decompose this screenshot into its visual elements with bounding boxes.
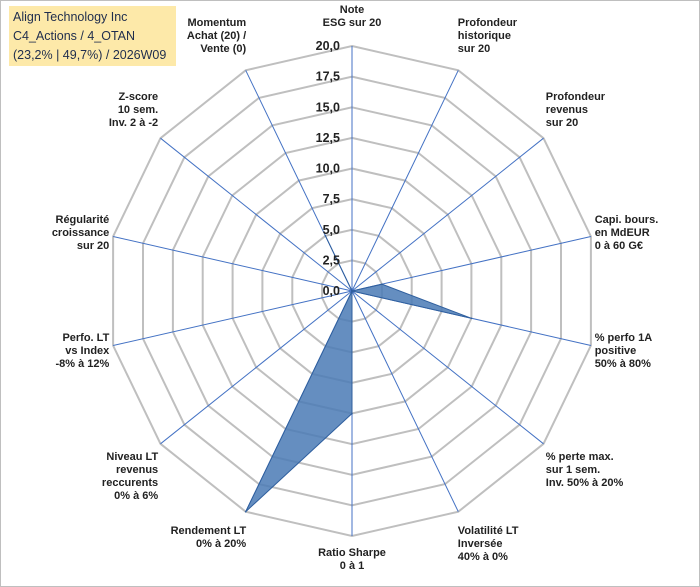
axis-label: Perfo. LT vs Index -8% à 12%	[55, 332, 110, 370]
axis-label-line: vs Index	[65, 345, 110, 357]
axis-label-line: Niveau LT	[106, 451, 158, 463]
tick-label: 2,5	[323, 253, 340, 267]
axis-spoke	[112, 236, 353, 292]
series-point	[381, 283, 383, 286]
axis-label-line: sur 1 sem.	[546, 464, 600, 476]
axis-label-line: reccurents	[102, 477, 158, 489]
axis-label-line: croissance	[52, 227, 109, 239]
title-line-category: C4_Actions / 4_OTAN	[13, 29, 136, 43]
axis-label: % perte max. sur 1 sem. Inv. 50% à 20%	[546, 451, 624, 489]
series-point	[470, 317, 473, 320]
series-point	[244, 510, 247, 513]
axis-label-line: Perfo. LT	[62, 332, 109, 344]
axis-spoke	[160, 290, 353, 445]
axis-label: Profondeur revenus sur 20	[546, 91, 606, 129]
axis-label-line: revenus	[546, 104, 588, 116]
axis-label-line: Inv. 2 à -2	[109, 117, 158, 129]
axis-spoke	[351, 236, 592, 292]
axis-label-line: sur 20	[458, 43, 490, 55]
axis-label-line: Z-score	[118, 91, 158, 103]
axis-label-line: positive	[595, 345, 637, 357]
tick-label: 7,5	[323, 192, 340, 206]
series-point	[324, 235, 327, 237]
axis-label: Z-score 10 sem. Inv. 2 à -2	[109, 91, 158, 129]
axis-spoke	[112, 290, 353, 346]
axis-label-line: 10 sem.	[118, 104, 158, 116]
series-point	[351, 412, 353, 415]
axis-label-line: -8% à 12%	[55, 358, 109, 370]
axis-label: Régularité croissance sur 20	[52, 214, 109, 252]
axis-label-line: Achat (20) /	[187, 30, 246, 42]
axis-label: Ratio Sharpe 0 à 1	[318, 547, 386, 572]
tick-label: 10,0	[316, 162, 340, 176]
tick-label: 12,5	[316, 131, 340, 145]
axis-label-line: Rendement LT	[171, 525, 247, 537]
axis-label-line: Ratio Sharpe	[318, 547, 386, 559]
axis-label-line: Inversée	[458, 538, 503, 550]
axis-label-line: 0% à 20%	[196, 538, 246, 550]
axis-label-line: Vente (0)	[200, 43, 246, 55]
radial-tick-labels: 0,0 2,5 5,0 7,5 10,0 12,5 15,0 17,5 20,0	[316, 39, 340, 298]
axis-label-line: % perfo 1A	[595, 332, 653, 344]
axis-label-line: 50% à 80%	[595, 358, 651, 370]
axis-label: Note ESG sur 20	[323, 4, 382, 29]
tick-label: 15,0	[316, 100, 340, 114]
axis-label-line: Profondeur	[546, 91, 606, 103]
axis-label-line: Inv. 50% à 20%	[546, 477, 624, 489]
axis-label-line: Capi. bours.	[595, 214, 659, 226]
axis-label: Profondeur historique sur 20	[458, 17, 518, 55]
title-line-scores: (23,2% | 49,7%) / 2026W09	[13, 48, 167, 62]
axis-label: Volatilité LT Inversée 40% à 0%	[458, 525, 519, 563]
axis-label-line: Note	[340, 4, 364, 16]
axis-label: Capi. bours. en MdEUR 0 à 60 G€	[595, 214, 659, 252]
axis-label: Rendement LT 0% à 20%	[171, 525, 247, 550]
axis-spoke	[351, 290, 459, 512]
axis-labels: Note ESG sur 20 Profondeur historique sur 20…	[52, 4, 658, 572]
axis-label-line: Momentum	[188, 17, 247, 29]
axis-label-line: en MdEUR	[595, 227, 650, 239]
axis-spoke	[351, 290, 544, 445]
axis-label-line: Régularité	[56, 214, 110, 226]
axis-label-line: ESG sur 20	[323, 17, 382, 29]
axis-label-line: 0 à 1	[340, 560, 364, 572]
axis-label: % perfo 1A positive 50% à 80%	[595, 332, 653, 370]
series-point	[351, 290, 353, 292]
axis-label-line: Profondeur	[458, 17, 518, 29]
axis-label-line: % perte max.	[546, 451, 614, 463]
chart-title-box: Align Technology Inc C4_Actions / 4_OTAN…	[9, 6, 176, 66]
tick-label: 5,0	[323, 223, 340, 237]
axis-label: Niveau LT revenus reccurents 0% à 6%	[102, 451, 159, 502]
radar-series	[244, 235, 473, 513]
axis-spoke	[351, 70, 459, 292]
axis-label-line: 40% à 0%	[458, 551, 508, 563]
axis-label-line: revenus	[116, 464, 158, 476]
axis-label-line: 0% à 6%	[114, 490, 158, 502]
axis-label-line: 0 à 60 G€	[595, 240, 643, 252]
axis-spoke	[351, 137, 544, 292]
axis-label: Momentum Achat (20) / Vente (0)	[187, 17, 247, 55]
tick-label: 0,0	[323, 284, 340, 298]
axis-spoke	[160, 137, 353, 292]
axis-label-line: sur 20	[77, 240, 109, 252]
title-line-company: Align Technology Inc	[13, 10, 128, 24]
axis-label-line: Volatilité LT	[458, 525, 519, 537]
axis-label-line: historique	[458, 30, 511, 42]
tick-label: 17,5	[316, 70, 340, 84]
axis-label-line: sur 20	[546, 117, 578, 129]
tick-label: 20,0	[316, 39, 340, 53]
